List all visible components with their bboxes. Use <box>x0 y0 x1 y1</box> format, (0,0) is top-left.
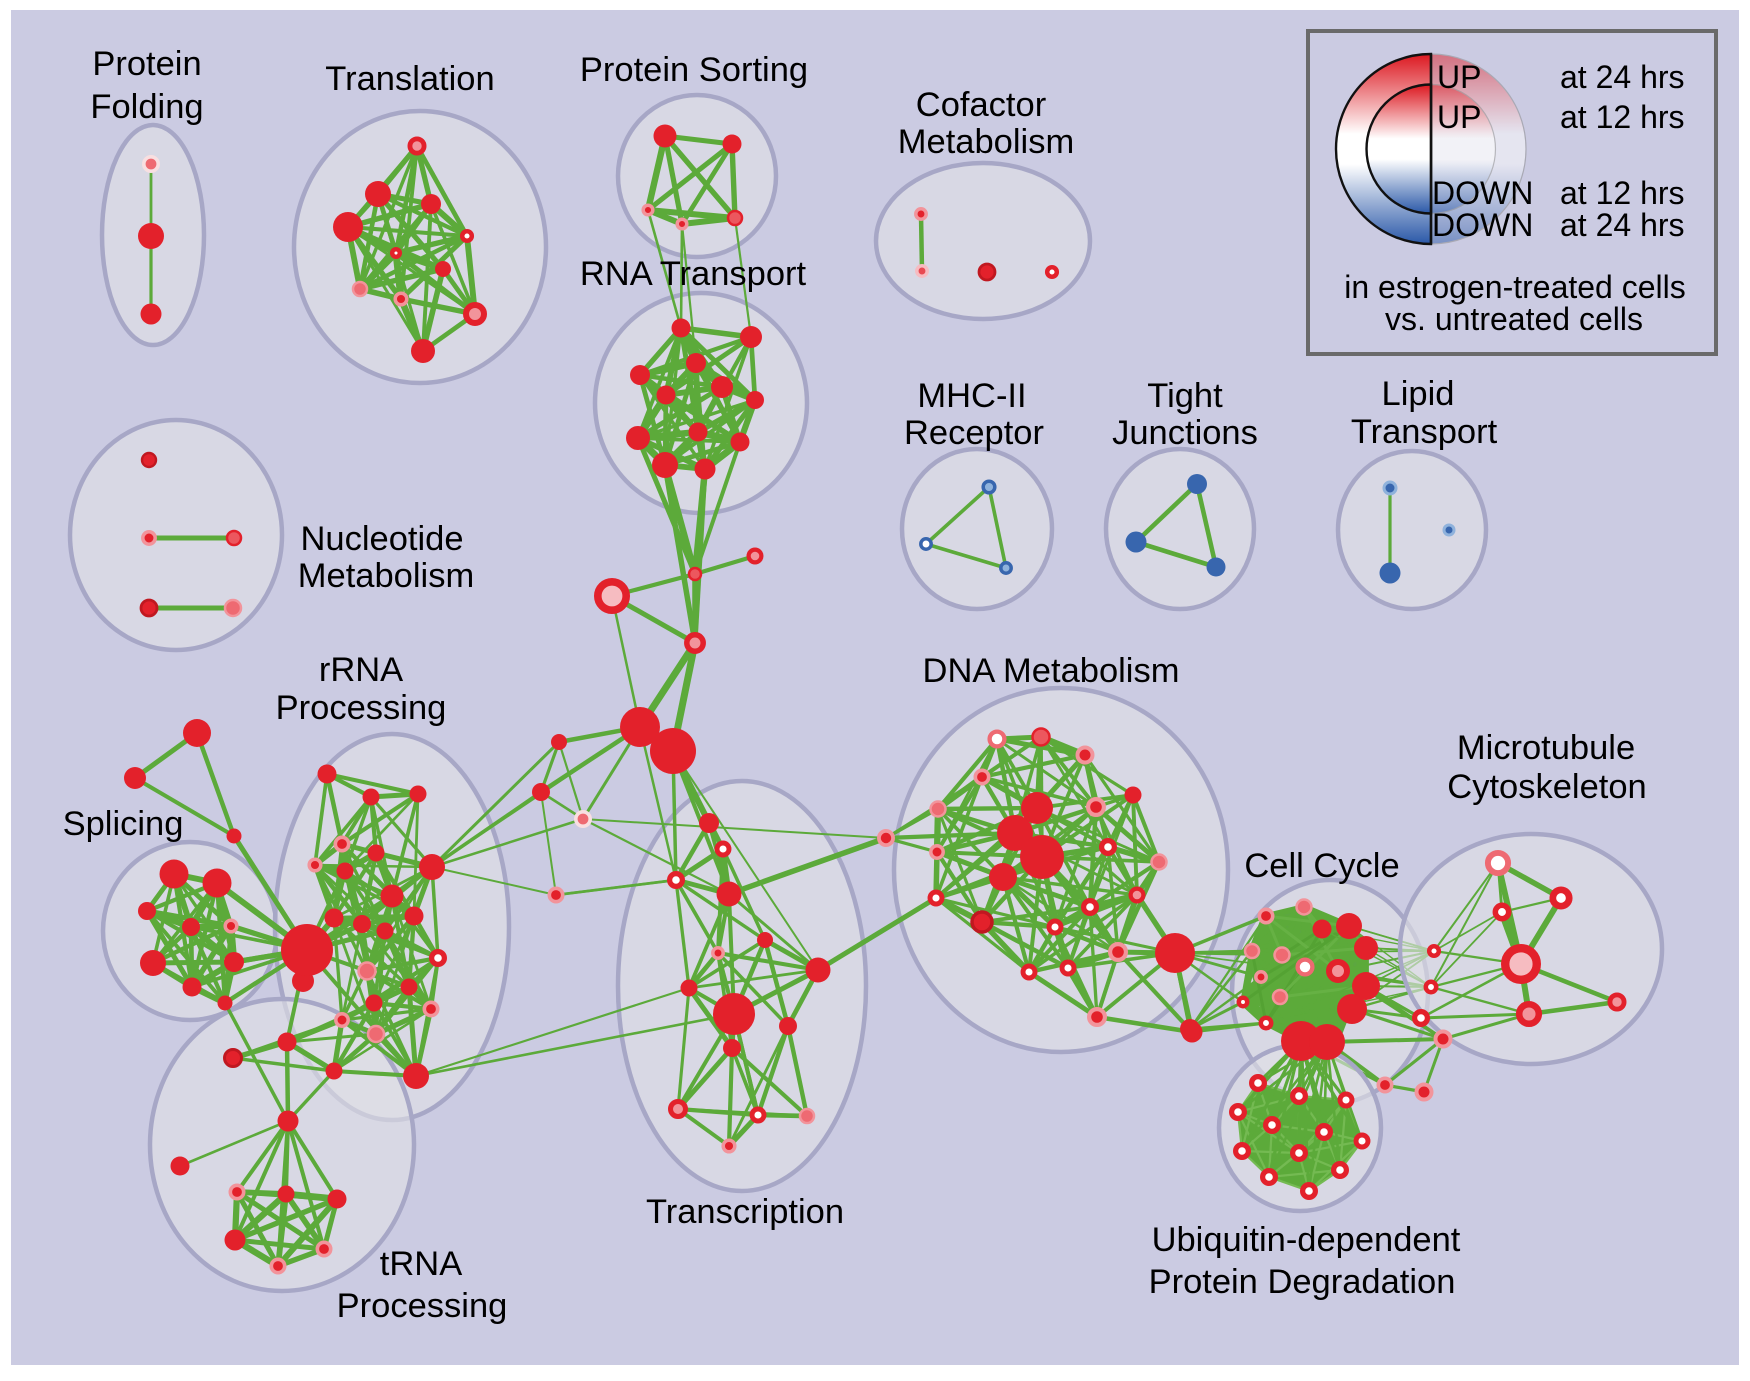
svg-text:Protein: Protein <box>92 45 201 83</box>
svg-text:RNA Transport: RNA Transport <box>580 255 807 293</box>
svg-text:Metabolism: Metabolism <box>298 557 474 595</box>
svg-text:Processing: Processing <box>276 689 447 727</box>
svg-text:Cofactor: Cofactor <box>916 86 1046 124</box>
svg-text:in estrogen-treated cells: in estrogen-treated cells <box>1344 269 1686 305</box>
svg-text:Processing: Processing <box>337 1287 508 1325</box>
svg-text:Translation: Translation <box>325 60 494 98</box>
svg-text:Splicing: Splicing <box>63 805 184 843</box>
svg-text:UP: UP <box>1437 59 1481 95</box>
svg-text:at 12 hrs: at 12 hrs <box>1560 175 1685 211</box>
svg-text:Cytoskeleton: Cytoskeleton <box>1447 768 1646 806</box>
svg-text:UP: UP <box>1437 99 1481 135</box>
svg-text:Protein Sorting: Protein Sorting <box>580 51 808 89</box>
svg-text:at 12 hrs: at 12 hrs <box>1560 99 1685 135</box>
svg-text:DOWN: DOWN <box>1432 207 1533 243</box>
svg-text:at 24 hrs: at 24 hrs <box>1560 59 1685 95</box>
svg-text:MHC-II: MHC-II <box>917 377 1026 415</box>
svg-text:Folding: Folding <box>90 88 203 126</box>
svg-text:DNA Metabolism: DNA Metabolism <box>923 652 1180 690</box>
svg-text:Ubiquitin-dependent: Ubiquitin-dependent <box>1152 1221 1461 1259</box>
svg-text:Metabolism: Metabolism <box>898 123 1074 161</box>
svg-text:vs. untreated cells: vs. untreated cells <box>1385 301 1643 337</box>
svg-text:Microtubule: Microtubule <box>1457 729 1635 767</box>
svg-text:Nucleotide: Nucleotide <box>300 520 463 558</box>
svg-text:Protein Degradation: Protein Degradation <box>1149 1263 1456 1301</box>
svg-text:Junctions: Junctions <box>1112 414 1258 452</box>
svg-text:Lipid: Lipid <box>1382 375 1455 413</box>
svg-text:Cell Cycle: Cell Cycle <box>1244 847 1399 885</box>
svg-text:rRNA: rRNA <box>319 651 403 689</box>
svg-text:at 24 hrs: at 24 hrs <box>1560 207 1685 243</box>
svg-text:Receptor: Receptor <box>904 414 1044 452</box>
svg-text:tRNA: tRNA <box>380 1245 462 1283</box>
svg-text:Transcription: Transcription <box>646 1193 844 1231</box>
svg-text:DOWN: DOWN <box>1432 175 1533 211</box>
svg-text:Tight: Tight <box>1147 377 1223 415</box>
svg-text:Transport: Transport <box>1351 413 1498 451</box>
